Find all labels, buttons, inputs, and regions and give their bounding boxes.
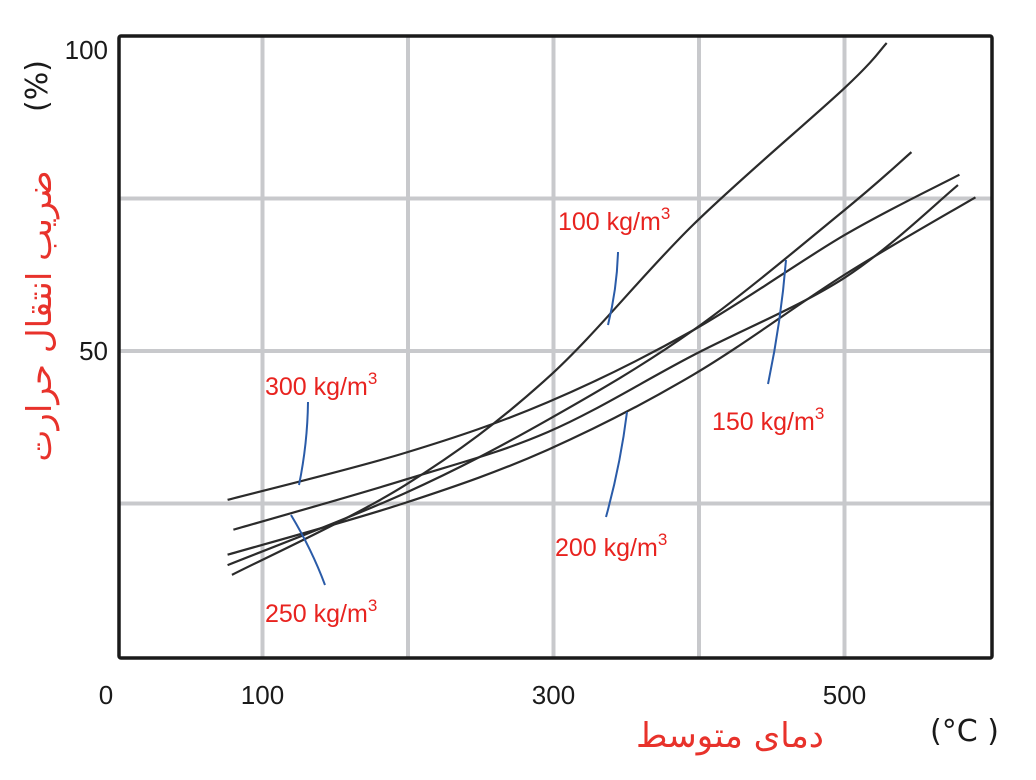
- x-tick-0: 0: [99, 680, 113, 710]
- curves: [227, 42, 977, 576]
- x-tick-300: 300: [532, 680, 575, 710]
- leader-100: [607, 251, 619, 326]
- leader-150: [767, 259, 787, 385]
- leader-250: [290, 514, 326, 586]
- y-axis-label: ضریب انتقال حرارت: [20, 170, 60, 462]
- curve-label-300: 300 kg/m3: [265, 369, 377, 401]
- y-axis-unit: (%): [20, 60, 55, 112]
- x-axis-unit: (°C ): [930, 714, 999, 749]
- curve-labels: 100 kg/m3 150 kg/m3 200 kg/m3 250 kg/m3 300 …: [265, 204, 824, 628]
- curve-label-100: 100 kg/m3: [558, 204, 670, 236]
- curve-300-kg-m3: [227, 173, 960, 501]
- x-axis-label: دمای متوسط: [636, 716, 824, 756]
- curve-label-150: 150 kg/m3: [712, 404, 824, 436]
- label-leaders: [290, 251, 787, 586]
- axis-ticks: 0 100 300 500 100 50: [65, 35, 867, 710]
- y-tick-100: 100: [65, 35, 108, 65]
- x-tick-100: 100: [241, 680, 284, 710]
- y-tick-50: 50: [79, 336, 108, 366]
- curve-200-kg-m3: [227, 196, 977, 556]
- x-tick-500: 500: [823, 680, 866, 710]
- curve-150-kg-m3: [227, 151, 913, 567]
- curve-label-250: 250 kg/m3: [265, 596, 377, 628]
- curve-250-kg-m3: [233, 184, 959, 531]
- curve-label-200: 200 kg/m3: [555, 530, 667, 562]
- leader-200: [605, 411, 628, 518]
- grid-lines: [119, 36, 992, 658]
- plot-frame: [117, 34, 994, 660]
- curve-100-kg-m3: [231, 42, 888, 576]
- leader-300: [298, 401, 309, 486]
